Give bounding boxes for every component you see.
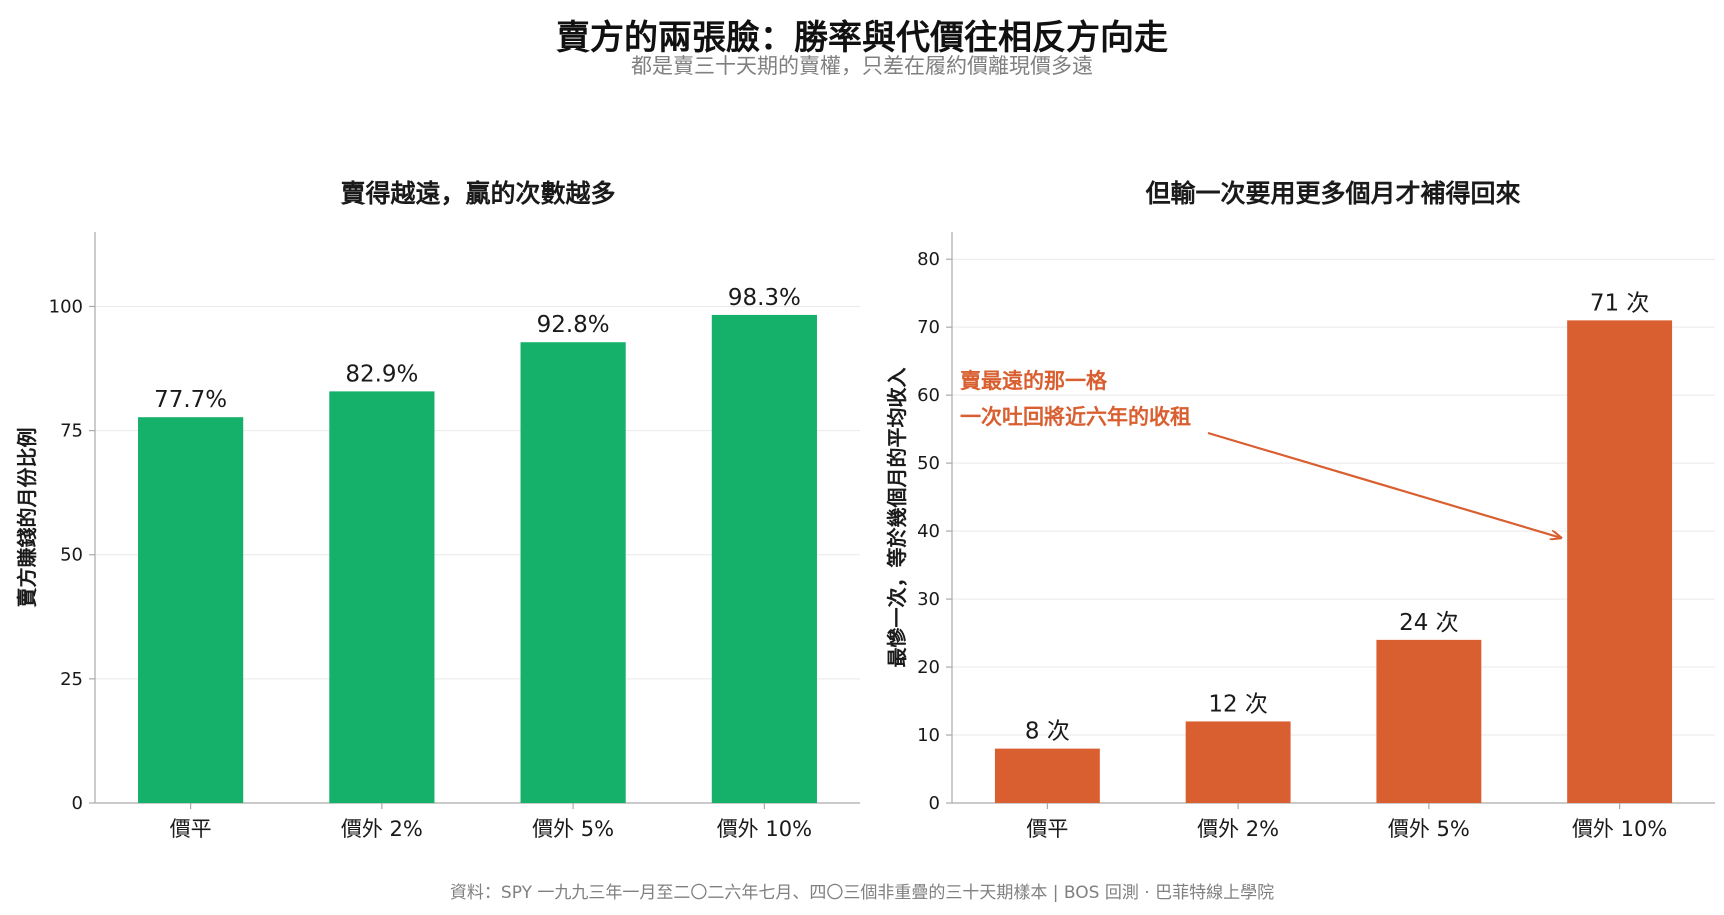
y-tick-label: 25 [60,669,83,690]
bar [994,748,1100,803]
bar [1567,320,1673,803]
y-tick-label: 40 [917,521,940,542]
figure-footer: 資料：SPY 一九九三年一月至二〇二六年七月、四〇三個非重疊的三十天期樣本 | … [449,883,1275,903]
figure-title: 賣方的兩張臉：勝率與代價往相反方向走 [556,18,1168,58]
y-tick-label: 0 [72,793,83,814]
bar [1376,639,1482,803]
x-tick-label: 價平 [170,817,212,841]
right-chart-panel: 但輸一次要用更多個月才補得回來 0 10 20 30 40 50 60 70 80 最慘一次，等於幾… [885,179,1715,841]
figure-subtitle: 都是賣三十天期的賣權，只差在履約價離現價多遠 [631,54,1093,78]
bar [711,314,817,803]
x-tick-label: 價外 10% [717,817,812,841]
y-tick-label: 0 [929,793,940,814]
y-tick-label: 80 [917,249,940,270]
y-tick-label: 75 [60,421,83,442]
data-label: 98.3% [728,285,801,311]
data-label: 12 次 [1208,691,1268,717]
y-tick-label: 50 [60,545,83,566]
bar [138,417,244,803]
data-label: 71 次 [1590,290,1650,316]
panel-title: 但輸一次要用更多個月才補得回來 [1145,179,1520,208]
annotation-arrow [1207,431,1561,538]
x-tick-label: 價外 2% [341,817,423,841]
bar [520,342,626,803]
y-tick-label: 10 [917,725,940,746]
y-tick-label: 100 [49,296,83,317]
y-tick-label: 70 [917,317,940,338]
data-label: 8 次 [1025,719,1070,745]
bar [329,391,435,803]
bar [1185,721,1291,803]
x-tick-label: 價外 2% [1197,817,1279,841]
data-label: 82.9% [345,361,418,387]
x-tick-label: 價平 [1026,817,1068,841]
y-tick-label: 60 [917,385,940,406]
data-label: 77.7% [154,387,227,413]
x-tick-label: 價外 5% [1388,817,1470,841]
x-tick-label: 價外 10% [1572,817,1667,841]
data-label: 92.8% [537,312,610,338]
data-label: 24 次 [1399,610,1459,636]
panel-title: 賣得越遠，贏的次數越多 [340,179,615,208]
annotation-text: 賣最遠的那一格 [960,369,1108,393]
y-axis-label: 最慘一次，等於幾個月的平均收入 [885,368,909,668]
left-chart-panel: 賣得越遠，贏的次數越多 0 25 50 75 100 賣方賺錢的月份比例 77.7% 價平 82.… [15,179,860,841]
x-tick-label: 價外 5% [532,817,614,841]
y-axis-label: 賣方賺錢的月份比例 [15,428,39,608]
y-tick-label: 30 [917,589,940,610]
y-tick-label: 50 [917,453,940,474]
y-tick-label: 20 [917,657,940,678]
annotation-text: 一次吐回將近六年的收租 [960,405,1191,429]
